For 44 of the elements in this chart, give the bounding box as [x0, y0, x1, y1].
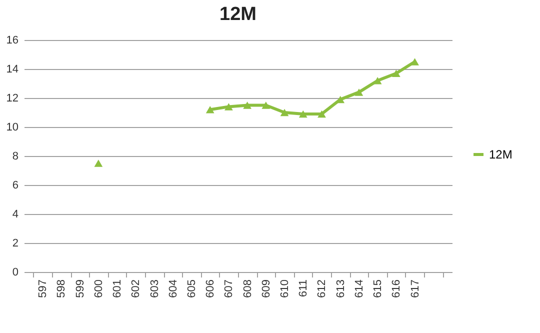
point: [410, 58, 419, 66]
x-tick-label: 615: [372, 280, 384, 298]
point: [224, 103, 233, 110]
point: [262, 102, 270, 109]
x-tick-label: 608: [242, 280, 254, 298]
x-tick-label: 609: [260, 280, 272, 298]
x-tick-label: 612: [316, 280, 328, 298]
y-tick-label: 14: [6, 64, 18, 76]
y-tick-label: 6: [12, 180, 18, 192]
point: [298, 110, 308, 118]
x-tick-label: 604: [167, 280, 180, 298]
x-tick-label: 602: [130, 280, 142, 298]
x-tick-label: 616: [390, 280, 403, 298]
point: [354, 88, 364, 96]
y-tick-label: 0: [12, 266, 18, 278]
point: [318, 110, 326, 118]
point: [280, 108, 289, 116]
x-tick-label: 600: [92, 280, 105, 298]
x-tick-label: 601: [112, 280, 124, 298]
x-tick-label: 599: [74, 280, 86, 298]
x-tick-label: 605: [186, 280, 198, 298]
y-tick-label: 4: [12, 208, 18, 220]
y-tick-label: 8: [12, 150, 18, 162]
y-tick-label: 2: [12, 238, 18, 250]
point: [373, 76, 382, 84]
point: [94, 160, 103, 167]
x-tick-label: 614: [353, 280, 366, 298]
x-tick-label: 611: [298, 280, 310, 298]
x-tick-label: 606: [204, 280, 217, 298]
x-tick-label: 597: [37, 280, 50, 298]
y-tick-label: 10: [6, 122, 18, 134]
x-tick-label: 613: [334, 280, 347, 298]
y-tick-label: 12: [6, 92, 18, 104]
chart-title: 12M: [220, 4, 256, 25]
x-tick-label: 607: [223, 280, 236, 298]
x-tick-label: 617: [409, 280, 422, 298]
point: [206, 106, 214, 114]
legend-label: 12M: [489, 148, 512, 162]
x-tick-label: 610: [279, 280, 292, 298]
point: [243, 102, 252, 109]
point: [392, 70, 400, 77]
x-tick-label: 603: [148, 280, 161, 298]
x-tick-label: 598: [56, 280, 68, 298]
y-tick-label: 16: [6, 34, 18, 46]
